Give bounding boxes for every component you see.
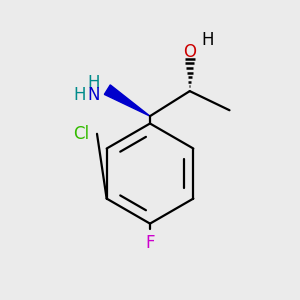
Polygon shape (104, 85, 150, 116)
Text: F: F (145, 234, 155, 252)
Text: H: H (201, 32, 214, 50)
Text: Cl: Cl (73, 125, 89, 143)
Text: O: O (183, 43, 196, 61)
Text: N: N (88, 85, 100, 103)
Text: H: H (88, 74, 100, 92)
Text: H: H (74, 85, 86, 103)
